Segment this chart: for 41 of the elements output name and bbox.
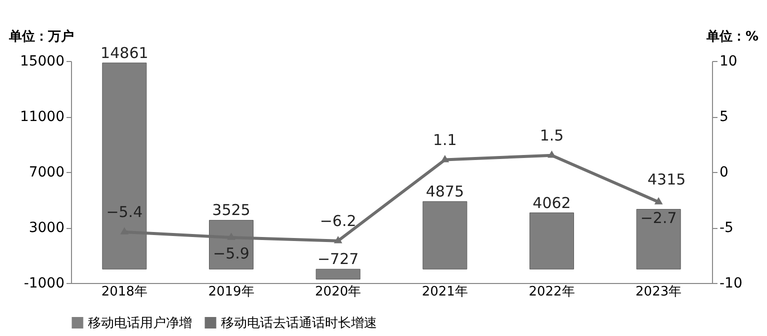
data-label: 4875 xyxy=(426,182,464,200)
y-tick-label: 15000 xyxy=(20,54,64,70)
data-label: −2.7 xyxy=(640,208,677,227)
y-tick-label: 11000 xyxy=(20,109,64,125)
data-label: 3525 xyxy=(212,201,250,220)
x-tick-label: 2019年 xyxy=(208,284,254,300)
data-label: 14861 xyxy=(100,44,148,62)
data-label: 4062 xyxy=(532,194,571,212)
bar xyxy=(422,201,468,270)
data-label: −6.2 xyxy=(320,212,356,230)
bar xyxy=(209,220,254,270)
y-axis-title: 单位：万户 xyxy=(8,28,74,44)
legend-label: 移动电话用户净增 xyxy=(88,316,192,331)
y-tick-label: 3000 xyxy=(28,220,64,236)
data-label: 1.1 xyxy=(432,130,457,149)
x-tick-label: 2018年 xyxy=(101,284,148,300)
x-tick-label: 2021年 xyxy=(422,284,468,300)
y-tick-label: 7000 xyxy=(28,164,64,180)
bar xyxy=(316,268,360,280)
x-tick-label: 2020年 xyxy=(315,284,362,300)
y2-tick-label: -10 xyxy=(720,276,742,292)
y2-tick-label: -5 xyxy=(720,220,734,236)
data-label: 4315 xyxy=(647,170,686,188)
x-tick-label: 2022年 xyxy=(528,284,575,300)
y2-axis-title: 单位：% xyxy=(705,28,759,44)
data-label: 1.5 xyxy=(540,126,564,144)
y2-tick-label: 0 xyxy=(720,164,728,180)
bar xyxy=(102,62,147,270)
data-label: −5.4 xyxy=(106,202,143,221)
y-tick-label: -1000 xyxy=(24,276,64,292)
x-tick-label: 2023年 xyxy=(636,284,682,300)
point xyxy=(334,236,342,244)
point xyxy=(654,197,663,204)
bar xyxy=(636,209,681,270)
point xyxy=(440,154,450,162)
legend-label: 移动电话去话通话时长增速 xyxy=(221,316,377,331)
y2-tick-label: 10 xyxy=(720,54,738,70)
data-label: −727 xyxy=(317,250,359,268)
y2-tick-label: 5 xyxy=(720,109,728,125)
bar xyxy=(530,212,574,270)
data-label: −5.9 xyxy=(213,244,250,262)
